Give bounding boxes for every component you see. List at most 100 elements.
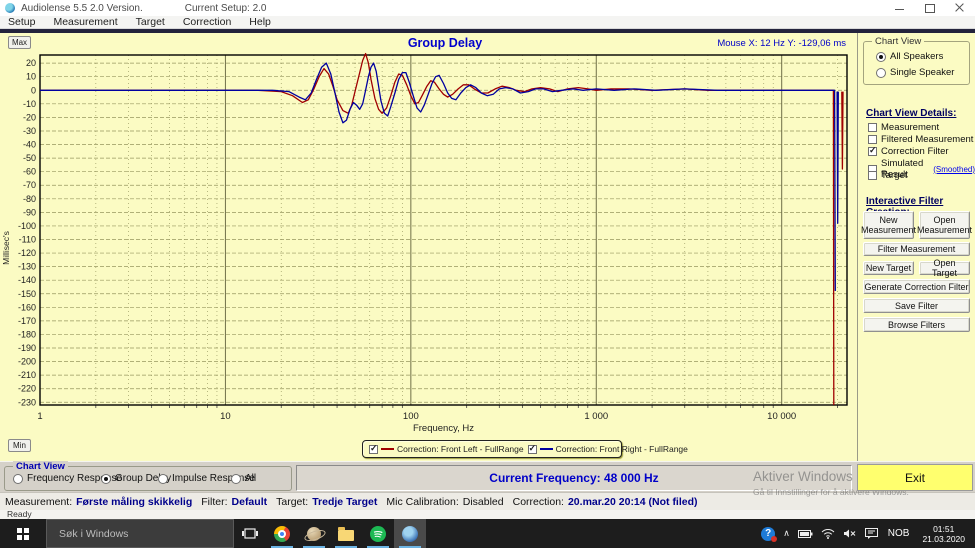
checkbox-measurement[interactable]: Measurement (868, 122, 939, 133)
svg-text:0: 0 (31, 85, 36, 95)
menu-target[interactable]: Target (135, 16, 165, 28)
bottom-chart-view-groupbox: Chart View Frequency Response Group Dela… (4, 461, 292, 491)
menu-measurement[interactable]: Measurement (53, 16, 118, 28)
svg-text:Frequency, Hz: Frequency, Hz (413, 423, 474, 433)
tray-chevron-icon[interactable]: ∧ (783, 528, 790, 538)
checkbox-target-control[interactable] (868, 171, 877, 180)
new-measurement-button[interactable]: New Measurement (861, 211, 916, 239)
title-bar: Audiolense 5.5 2.0 Version. Current Setu… (0, 0, 975, 16)
clock-date: 21.03.2020 (922, 533, 965, 544)
chart-view-groupbox: Chart View All Speakers Single Speaker (863, 36, 970, 85)
radio-all-speakers-control[interactable] (876, 51, 886, 62)
mouse-coordinates: Mouse X: 12 Hz Y: -129,06 ms (717, 38, 846, 49)
current-frequency-bar: Current Frequency: 48 000 Hz (296, 465, 852, 491)
checkbox-filtered-measurement[interactable]: Filtered Measurement (868, 134, 973, 145)
chart-view-details-heading: Chart View Details: (866, 108, 957, 119)
volume-muted-icon[interactable] (840, 519, 860, 548)
status-line: Measurement: Første måling skikkelig Fil… (0, 492, 975, 510)
menu-correction[interactable]: Correction (182, 16, 232, 28)
checkbox-measurement-label: Measurement (881, 122, 940, 133)
svg-text:-110: -110 (19, 234, 36, 244)
legend-checkbox-front-left[interactable] (369, 444, 378, 454)
exit-button[interactable]: Exit (857, 464, 973, 491)
help-icon[interactable]: ? (758, 519, 778, 548)
radio-all[interactable]: All (231, 473, 256, 484)
checkbox-correction-filter-control[interactable] (868, 146, 877, 156)
legend-label-front-right: Correction: Front Right - FullRange (555, 444, 688, 454)
svg-text:-180: -180 (18, 329, 36, 339)
radio-group-delay-control[interactable] (101, 473, 111, 484)
svg-text:1 000: 1 000 (584, 411, 608, 422)
svg-text:1: 1 (37, 411, 42, 422)
battery-icon[interactable] (795, 519, 816, 548)
radio-frequency-response[interactable]: Frequency Response (13, 473, 122, 484)
taskbar-search-input[interactable]: Søk i Windows (46, 519, 234, 548)
file-explorer-icon (338, 526, 354, 541)
radio-impulse-response-control[interactable] (158, 473, 168, 484)
smoothed-link[interactable]: (Smoothed) (933, 164, 975, 174)
radio-frequency-response-control[interactable] (13, 473, 23, 484)
close-icon[interactable] (945, 0, 975, 16)
taskbar-clock[interactable]: 01:51 21.03.2020 (916, 524, 971, 544)
menu-help[interactable]: Help (249, 16, 271, 28)
svg-text:10: 10 (26, 72, 36, 82)
open-target-button[interactable]: Open Target (919, 258, 970, 278)
generate-correction-filter-button[interactable]: Generate Correction Filter (863, 279, 970, 294)
filter-measurement-button[interactable]: Filter Measurement (863, 242, 970, 256)
task-view-icon[interactable] (234, 519, 266, 548)
svg-text:-70: -70 (23, 180, 36, 190)
start-button[interactable] (0, 519, 46, 548)
max-button[interactable]: Max (8, 36, 31, 49)
taskbar-app-spotify[interactable] (362, 519, 394, 548)
radio-all-speakers[interactable]: All Speakers (876, 51, 943, 62)
svg-text:20: 20 (26, 58, 36, 68)
svg-text:-200: -200 (18, 357, 36, 367)
svg-text:-130: -130 (18, 262, 36, 272)
radio-single-speaker-control[interactable] (876, 67, 886, 78)
language-indicator[interactable]: NOB (887, 528, 910, 539)
open-measurement-button[interactable]: Open Measurement (917, 211, 972, 239)
maximize-icon[interactable] (915, 0, 945, 16)
taskbar-app-file-explorer[interactable] (330, 519, 362, 548)
group-delay-chart[interactable]: 20100-10-20-30-40-50-60-70-80-90-100-110… (0, 33, 855, 433)
checkbox-target[interactable]: Target (868, 170, 907, 181)
svg-text:100: 100 (403, 411, 419, 422)
audiolense-icon (402, 525, 418, 542)
svg-text:-80: -80 (23, 194, 36, 204)
status-target-label: Target: (276, 495, 309, 508)
svg-text:10 000: 10 000 (767, 411, 796, 422)
min-button[interactable]: Min (8, 439, 31, 452)
action-center-icon[interactable] (862, 519, 881, 548)
checkbox-correction-filter[interactable]: Correction Filter (868, 146, 949, 157)
taskbar-app-chrome[interactable] (266, 519, 298, 548)
browse-filters-button[interactable]: Browse Filters (863, 317, 970, 332)
legend-item-front-left: Correction: Front Left - FullRange (369, 444, 524, 454)
radio-single-speaker[interactable]: Single Speaker (876, 67, 954, 78)
radio-group-delay[interactable]: Group Delay (101, 473, 171, 484)
radio-all-speakers-label: All Speakers (890, 51, 944, 62)
radio-impulse-response[interactable]: Impulse Response (158, 473, 255, 484)
radio-all-control[interactable] (231, 473, 241, 484)
checkbox-measurement-control[interactable] (868, 123, 877, 132)
checkbox-filtered-measurement-control[interactable] (868, 135, 877, 144)
svg-text:-120: -120 (18, 248, 36, 258)
checkbox-simulated-result-label: Simulated Result (881, 158, 924, 180)
status-measurement-label: Measurement: (5, 495, 73, 508)
svg-text:-30: -30 (23, 126, 36, 136)
save-filter-button[interactable]: Save Filter (863, 298, 970, 313)
taskbar-app-planet[interactable] (298, 519, 330, 548)
minimize-icon[interactable] (885, 0, 915, 16)
svg-text:-140: -140 (18, 275, 36, 285)
wifi-icon[interactable] (818, 519, 838, 548)
menu-setup[interactable]: Setup (8, 16, 36, 28)
planet-icon (307, 526, 321, 541)
legend-label-front-left: Correction: Front Left - FullRange (397, 444, 524, 454)
status-mic-calibration-value: Disabled (462, 495, 504, 508)
svg-text:Millisec's: Millisec's (1, 231, 11, 265)
legend-checkbox-front-right[interactable] (527, 444, 537, 454)
svg-text:-100: -100 (18, 221, 36, 231)
new-target-button[interactable]: New Target (863, 261, 914, 275)
taskbar-app-audiolense[interactable] (394, 519, 426, 548)
right-panel: Chart View All Speakers Single Speaker C… (857, 33, 975, 461)
